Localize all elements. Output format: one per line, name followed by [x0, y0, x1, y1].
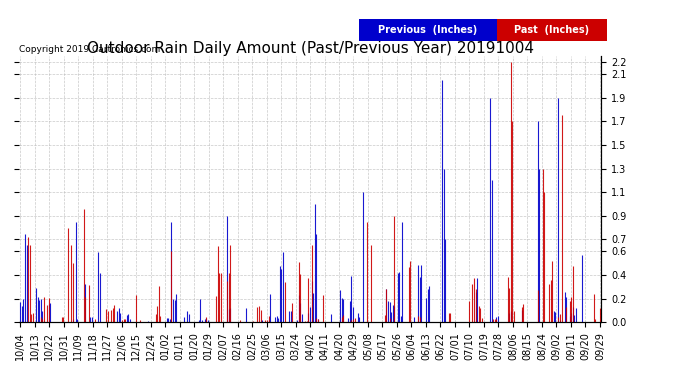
Text: Copyright 2019 Cartronics.com: Copyright 2019 Cartronics.com [19, 45, 160, 54]
Title: Outdoor Rain Daily Amount (Past/Previous Year) 20191004: Outdoor Rain Daily Amount (Past/Previous… [86, 41, 533, 56]
Text: Past  (Inches): Past (Inches) [515, 25, 589, 35]
Text: Previous  (Inches): Previous (Inches) [378, 25, 477, 35]
